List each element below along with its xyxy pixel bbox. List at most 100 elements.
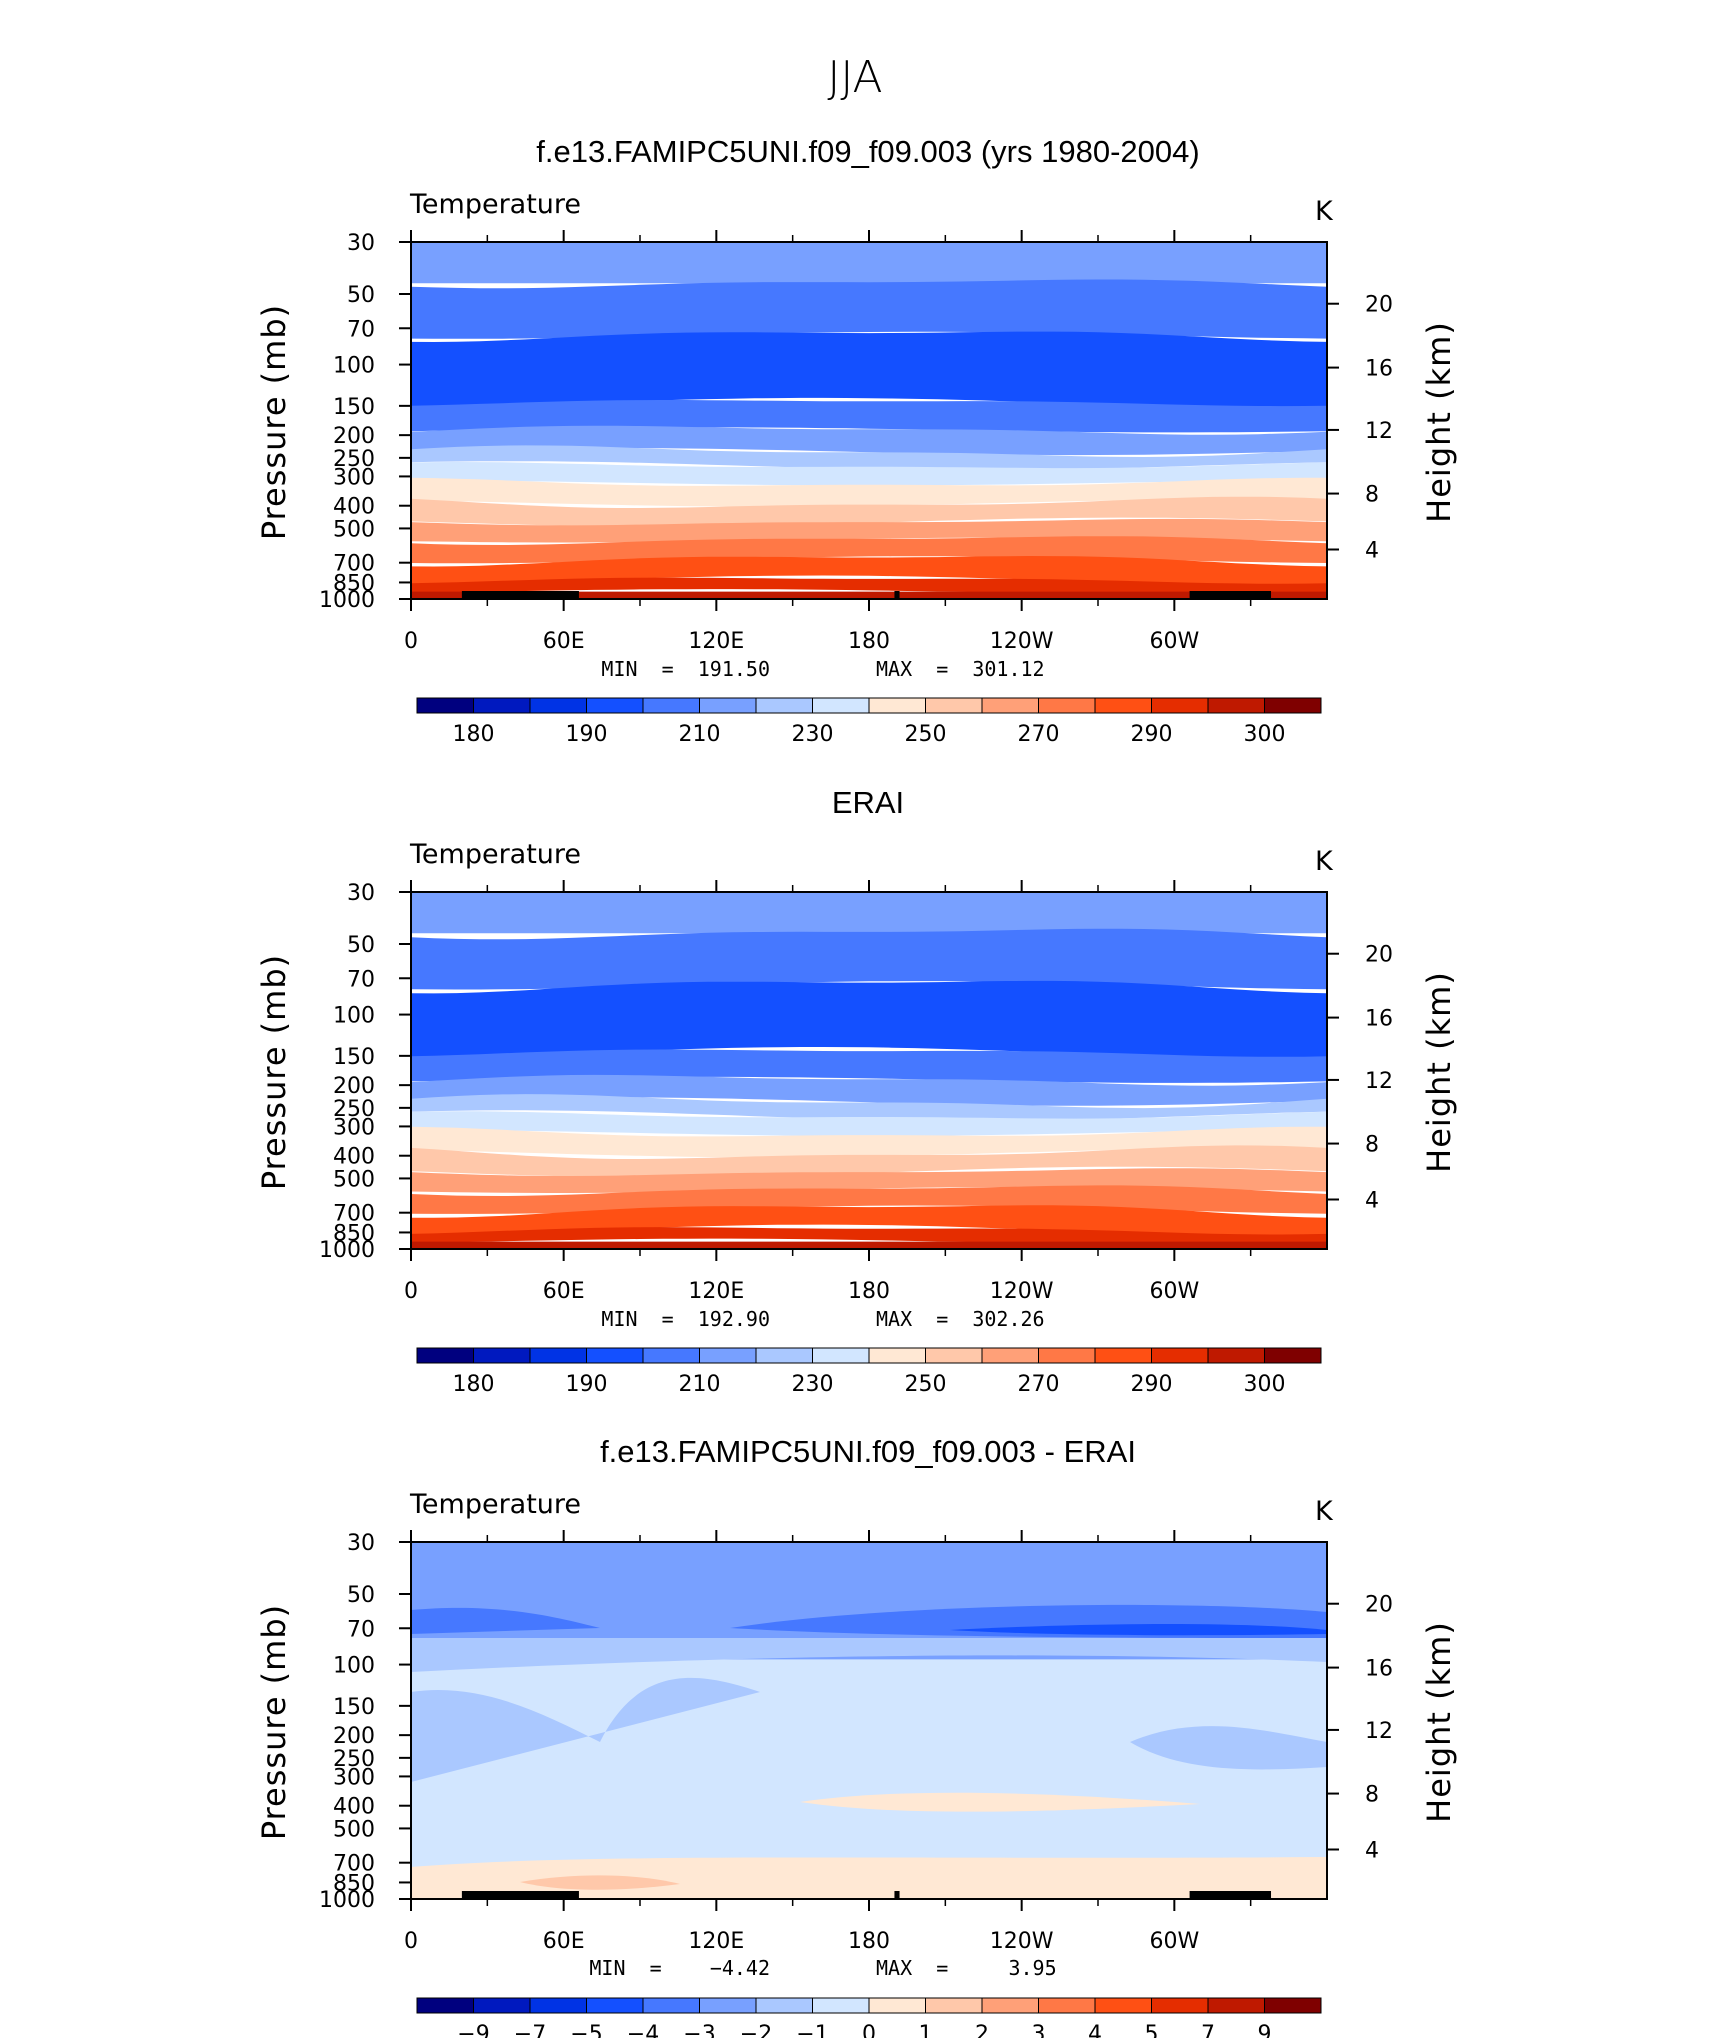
colorbar-label: 210 — [679, 722, 721, 747]
contour-band — [411, 242, 1327, 284]
contour-band — [411, 591, 1327, 599]
colorbar-label: 0 — [862, 2022, 876, 2038]
variable-label: Temperature — [409, 1489, 581, 1520]
colorbar-cell — [473, 697, 531, 714]
y-axis-label: Pressure (mb) — [255, 1604, 293, 1840]
variable-label: Temperature — [409, 839, 581, 870]
x-tick-label: 120W — [990, 1279, 1054, 1304]
colorbar-label: 230 — [792, 722, 834, 747]
y-tick-label: 850 — [333, 1221, 375, 1246]
x-tick-label: 0 — [404, 1279, 418, 1304]
colorbar-cell — [529, 1997, 587, 2014]
y2-tick-label: 16 — [1365, 1007, 1393, 1032]
x-tick-label: 180 — [848, 1929, 890, 1954]
max-label: MAX = 301.12 — [876, 657, 1045, 681]
y-tick-label: 850 — [333, 1871, 375, 1896]
y2-tick-label: 20 — [1365, 943, 1393, 968]
colorbar-cell — [1038, 697, 1096, 714]
x-tick-label: 120E — [688, 1929, 744, 1954]
colorbar-label: 300 — [1244, 1372, 1286, 1397]
min-label: MIN = 192.90 — [601, 1307, 770, 1331]
y2-tick-label: 20 — [1365, 1593, 1393, 1618]
colorbar-cell — [642, 1997, 700, 2014]
colorbar-label: −9 — [457, 2022, 489, 2038]
colorbar-cell — [1094, 697, 1152, 714]
colorbar-cell — [642, 1347, 700, 1364]
contour-band — [411, 400, 1327, 433]
y-tick-label: 50 — [347, 1583, 375, 1608]
min-label: MIN = 191.50 — [601, 657, 770, 681]
colorbar-label: −3 — [683, 2022, 715, 2038]
x-tick-label: 120W — [990, 629, 1054, 654]
contour-band — [411, 1049, 1327, 1083]
y2-tick-label: 12 — [1365, 419, 1393, 444]
units-label: K — [1315, 196, 1334, 227]
y-tick-label: 70 — [347, 967, 375, 992]
x-tick-label: 60W — [1149, 1279, 1199, 1304]
terrain-block — [894, 591, 900, 599]
colorbar-cell — [812, 697, 870, 714]
y-tick-label: 400 — [333, 1145, 375, 1170]
colorbar-cell — [1207, 1347, 1265, 1364]
x-tick-label: 180 — [848, 629, 890, 654]
diff-band — [1130, 1726, 1327, 1770]
panel-model: f.e13.FAMIPC5UNI.f09_f09.003 (yrs 1980-2… — [255, 134, 1458, 747]
panel-obs: ERAI Temperature K 0 60E 120E 180 120W 60W 30 5… — [255, 785, 1458, 1397]
colorbar-cell — [416, 1347, 474, 1364]
terrain-block — [894, 1891, 900, 1899]
plot-area — [411, 892, 1327, 1249]
colorbar-cell — [981, 1347, 1039, 1364]
y-tick-label: 30 — [347, 1531, 375, 1556]
colorbar-cell — [699, 1997, 757, 2014]
y-tick-label: 700 — [333, 1852, 375, 1877]
panel-title: f.e13.FAMIPC5UNI.f09_f09.003 (yrs 1980-2… — [536, 134, 1199, 169]
plot-area — [411, 242, 1327, 599]
terrain-block — [1189, 591, 1272, 599]
colorbar-label: 190 — [566, 1372, 608, 1397]
y-tick-label: 700 — [333, 1202, 375, 1227]
colorbar-label: 2 — [975, 2022, 989, 2038]
terrain-block — [538, 591, 579, 599]
colorbar-cell — [529, 1347, 587, 1364]
colorbar-label: −4 — [627, 2022, 659, 2038]
colorbar-cell — [1151, 1347, 1209, 1364]
colorbar-cell — [755, 1347, 813, 1364]
y-tick-label: 400 — [333, 1795, 375, 1820]
contour-band — [411, 1241, 1327, 1249]
y-tick-label: 100 — [333, 354, 375, 379]
x-tick-label: 120W — [990, 1929, 1054, 1954]
y2-tick-label: 12 — [1365, 1719, 1393, 1744]
variable-label: Temperature — [409, 189, 581, 220]
colorbar-label: 180 — [453, 1372, 495, 1397]
y-tick-label: 300 — [333, 1765, 375, 1790]
contour-band — [411, 462, 1327, 486]
colorbar-label: 190 — [566, 722, 608, 747]
colorbar-cell — [868, 1997, 926, 2014]
colorbar-cell — [812, 1347, 870, 1364]
contour-band — [411, 980, 1327, 1058]
y-tick-label: 200 — [333, 1724, 375, 1749]
colorbar-cell — [1151, 697, 1209, 714]
contour-band — [411, 1126, 1327, 1158]
colorbar-label: 5 — [1145, 2022, 1159, 2038]
x-tick-label: 60E — [543, 1929, 585, 1954]
colorbar-label: 300 — [1244, 722, 1286, 747]
diff-band — [411, 1607, 600, 1634]
y-tick-label: 250 — [333, 1097, 375, 1122]
x-tick-label: 180 — [848, 1279, 890, 1304]
diff-band — [520, 1875, 680, 1890]
x-tick-label: 60E — [543, 1279, 585, 1304]
contour-band — [411, 1111, 1327, 1136]
colorbar-cell — [868, 1347, 926, 1364]
colorbar: −9 −7 −5 −4 −3 −2 −1 0 1 2 3 4 5 7 9 — [416, 1997, 1322, 2038]
colorbar: 180 190 210 230 250 270 290 300 — [416, 697, 1322, 747]
colorbar-cell — [416, 697, 474, 714]
contour-band — [411, 279, 1327, 339]
y2-tick-label: 8 — [1365, 1783, 1379, 1808]
figure-title: JJA — [827, 52, 882, 103]
colorbar-label: −5 — [570, 2022, 602, 2038]
contour-band — [411, 477, 1327, 507]
x-tick-label: 120E — [688, 629, 744, 654]
colorbar-cell — [586, 697, 644, 714]
